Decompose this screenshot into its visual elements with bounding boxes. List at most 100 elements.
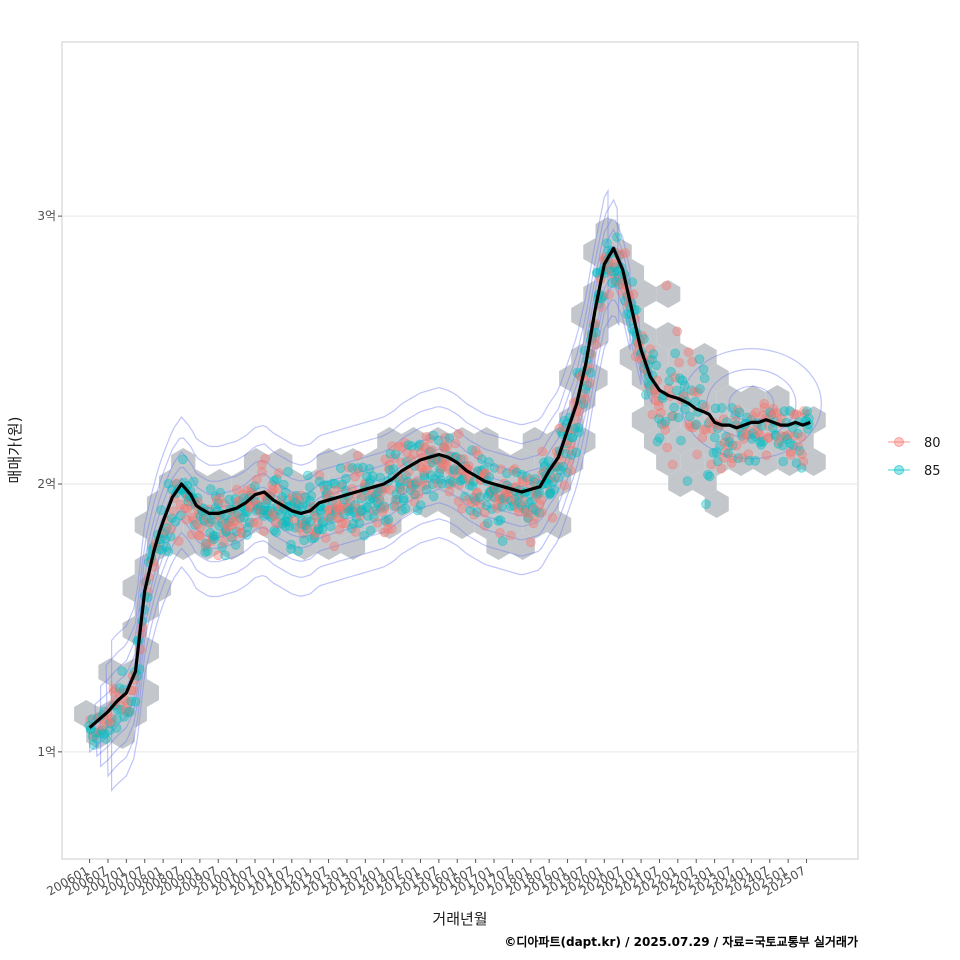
hex-bin — [716, 385, 741, 413]
data-point — [202, 539, 212, 549]
data-point — [188, 512, 198, 523]
data-point — [578, 399, 589, 409]
hex-bin — [522, 427, 547, 455]
data-point — [691, 419, 702, 430]
data-point — [101, 734, 111, 744]
data-point — [274, 468, 284, 478]
data-point — [278, 479, 289, 490]
data-point — [105, 718, 115, 729]
x-axis: 2006012006072007012007072008012008072009… — [44, 859, 808, 899]
hex-bin — [365, 448, 390, 476]
data-point — [627, 277, 638, 287]
hex-bin — [547, 511, 572, 539]
hex-bin — [86, 721, 111, 749]
data-point — [182, 503, 193, 514]
hex-bin — [583, 238, 608, 266]
data-point — [670, 372, 680, 383]
data-point — [413, 489, 424, 500]
data-point — [698, 364, 709, 375]
data-point — [457, 503, 467, 514]
hex-bin — [74, 700, 99, 728]
data-point — [365, 525, 376, 536]
data-point — [205, 484, 216, 494]
data-point — [194, 530, 204, 540]
data-point — [479, 520, 490, 531]
data-point — [284, 521, 295, 532]
data-point — [259, 526, 269, 536]
data-point — [416, 462, 427, 473]
hex-bin — [437, 490, 463, 518]
data-point — [306, 491, 317, 501]
data-point — [195, 531, 206, 541]
data-point — [363, 511, 373, 521]
data-point — [163, 546, 174, 557]
data-point — [313, 525, 324, 535]
data-point — [571, 447, 582, 458]
data-point — [163, 478, 174, 489]
hex-bin — [219, 532, 244, 560]
data-point — [202, 546, 213, 556]
hex-bin — [692, 343, 717, 371]
hex-bin — [680, 364, 705, 392]
data-point — [667, 459, 678, 470]
data-point — [534, 507, 545, 518]
data-point — [337, 518, 348, 529]
data-point — [545, 488, 556, 498]
data-point — [130, 696, 141, 707]
hex-bin — [316, 448, 341, 476]
data-point — [517, 469, 527, 480]
hex-bin — [316, 532, 341, 560]
data-point — [716, 463, 727, 474]
data-point — [723, 440, 734, 451]
data-point — [482, 518, 493, 529]
data-point — [372, 517, 383, 528]
data-point — [236, 528, 247, 539]
data-point — [290, 522, 301, 533]
data-point — [674, 357, 684, 368]
hex-bin — [595, 301, 620, 329]
data-point — [792, 428, 803, 439]
caption: ©디아파트(dapt.kr) / 2025.07.29 / 자료=국토교통부 실… — [504, 935, 858, 949]
data-point — [755, 437, 765, 448]
data-point — [537, 446, 548, 457]
data-point — [620, 248, 631, 258]
data-point — [694, 354, 705, 365]
data-point — [251, 474, 262, 485]
data-point — [428, 491, 439, 502]
hex-bin — [741, 385, 766, 413]
data-point — [188, 476, 199, 487]
data-point — [213, 550, 224, 561]
data-point — [660, 416, 671, 427]
data-point — [692, 449, 703, 460]
density-contour — [105, 198, 620, 778]
data-point — [564, 456, 575, 466]
data-point — [419, 472, 430, 483]
y-tick-label: 2억 — [37, 477, 56, 491]
data-point — [612, 232, 622, 242]
data-point — [651, 360, 662, 371]
hex-bin — [765, 385, 790, 413]
data-point — [532, 489, 543, 500]
data-point — [503, 494, 514, 505]
data-point — [761, 450, 772, 461]
data-point — [271, 474, 282, 485]
hex-bin — [656, 364, 681, 392]
data-point — [302, 470, 313, 481]
data-point — [232, 484, 242, 495]
data-point — [677, 375, 688, 386]
hex-bin — [680, 448, 705, 476]
density-contour — [111, 188, 609, 793]
data-point — [421, 484, 432, 495]
hex-bin — [510, 532, 535, 560]
data-point — [320, 533, 331, 543]
data-point — [584, 378, 595, 388]
data-point — [441, 461, 452, 472]
data-point — [670, 348, 681, 359]
data-point — [679, 380, 690, 391]
data-point — [704, 471, 715, 482]
hex-bin — [486, 448, 511, 476]
data-point — [484, 457, 494, 467]
data-point — [385, 465, 395, 476]
data-point — [414, 439, 425, 450]
